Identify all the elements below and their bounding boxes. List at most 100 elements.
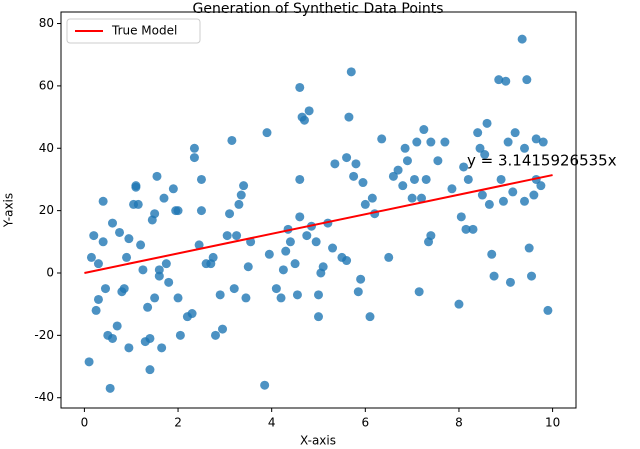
- data-point: [93, 294, 103, 304]
- data-point: [299, 115, 309, 125]
- data-point: [426, 137, 436, 147]
- data-point: [412, 137, 422, 147]
- data-point: [353, 287, 363, 297]
- data-point: [365, 312, 375, 322]
- data-point: [218, 324, 228, 334]
- data-point: [281, 246, 291, 256]
- data-point: [285, 237, 295, 247]
- data-point: [168, 184, 178, 194]
- data-point: [234, 199, 244, 209]
- data-point: [154, 265, 164, 275]
- data-point: [384, 252, 394, 262]
- data-point: [393, 165, 403, 175]
- data-point: [342, 153, 352, 163]
- data-point: [124, 234, 134, 244]
- data-point: [262, 128, 272, 138]
- data-point: [503, 137, 513, 147]
- data-point: [164, 277, 174, 287]
- data-point: [276, 293, 286, 303]
- data-point: [468, 224, 478, 234]
- y-tick-label: 0: [46, 265, 54, 279]
- data-point: [484, 199, 494, 209]
- data-point: [264, 249, 274, 259]
- data-point: [211, 330, 220, 340]
- data-point: [112, 321, 122, 331]
- chart-title: Generation of Synthetic Data Points: [193, 1, 444, 17]
- data-point: [222, 231, 232, 241]
- data-point: [520, 196, 529, 206]
- data-point: [419, 125, 429, 135]
- data-point: [227, 135, 237, 145]
- data-point: [505, 277, 515, 287]
- y-tick-label: -20: [34, 328, 54, 342]
- data-point: [342, 256, 352, 266]
- data-point: [522, 75, 532, 85]
- data-point: [98, 196, 108, 206]
- data-point: [115, 227, 125, 237]
- data-point: [494, 75, 504, 85]
- data-point: [304, 106, 314, 116]
- data-point: [145, 333, 155, 343]
- data-point: [473, 128, 483, 138]
- data-point: [477, 190, 487, 200]
- data-point: [314, 290, 323, 300]
- x-tick-label: 2: [174, 416, 182, 430]
- data-point: [402, 156, 412, 166]
- data-point: [517, 34, 527, 44]
- y-tick-label: -40: [34, 390, 54, 404]
- data-point: [232, 231, 242, 241]
- data-point: [89, 231, 99, 241]
- data-point: [243, 262, 253, 272]
- data-point: [295, 174, 305, 184]
- y-axis-label: Y-axis: [2, 193, 16, 228]
- data-point: [161, 259, 171, 269]
- data-point: [475, 143, 485, 153]
- data-point: [421, 174, 431, 184]
- data-point: [292, 290, 302, 300]
- data-point: [349, 171, 359, 181]
- data-point: [330, 159, 340, 169]
- data-point: [91, 305, 101, 315]
- y-tick-label: 40: [39, 141, 54, 155]
- line: [84, 174, 553, 274]
- data-point: [154, 271, 164, 281]
- y-tick-label: 80: [39, 16, 54, 30]
- data-point: [360, 199, 370, 209]
- data-point: [290, 259, 300, 269]
- data-point: [409, 174, 419, 184]
- x-tick-label: 8: [455, 416, 463, 430]
- data-point: [461, 224, 471, 234]
- data-point: [346, 67, 356, 77]
- data-point: [108, 218, 117, 228]
- plot-frame: [60, 11, 577, 409]
- data-point: [122, 252, 132, 262]
- data-point: [527, 271, 537, 281]
- data-point: [173, 206, 183, 216]
- data-point: [508, 187, 518, 197]
- data-point: [344, 112, 354, 122]
- data-point: [295, 212, 305, 222]
- data-point: [157, 343, 167, 353]
- data-point: [314, 312, 323, 322]
- data-point: [496, 174, 506, 184]
- data-point: [152, 171, 162, 181]
- data-point: [215, 290, 225, 300]
- data-point: [194, 240, 204, 250]
- data-point: [417, 193, 426, 203]
- x-tick-label: 6: [361, 416, 369, 430]
- data-point: [482, 118, 492, 128]
- data-point: [189, 153, 199, 163]
- data-point: [225, 209, 235, 219]
- data-point: [524, 243, 534, 253]
- data-point: [196, 206, 206, 216]
- x-tick-label: 4: [268, 416, 276, 430]
- data-point: [398, 181, 408, 191]
- data-point: [440, 137, 450, 147]
- data-point: [124, 343, 134, 353]
- data-point: [100, 284, 110, 294]
- data-point: [86, 252, 96, 262]
- y-tick-label: 60: [39, 78, 54, 92]
- x-axis-label: X-axis: [300, 434, 336, 448]
- legend-label: True Model: [111, 24, 177, 38]
